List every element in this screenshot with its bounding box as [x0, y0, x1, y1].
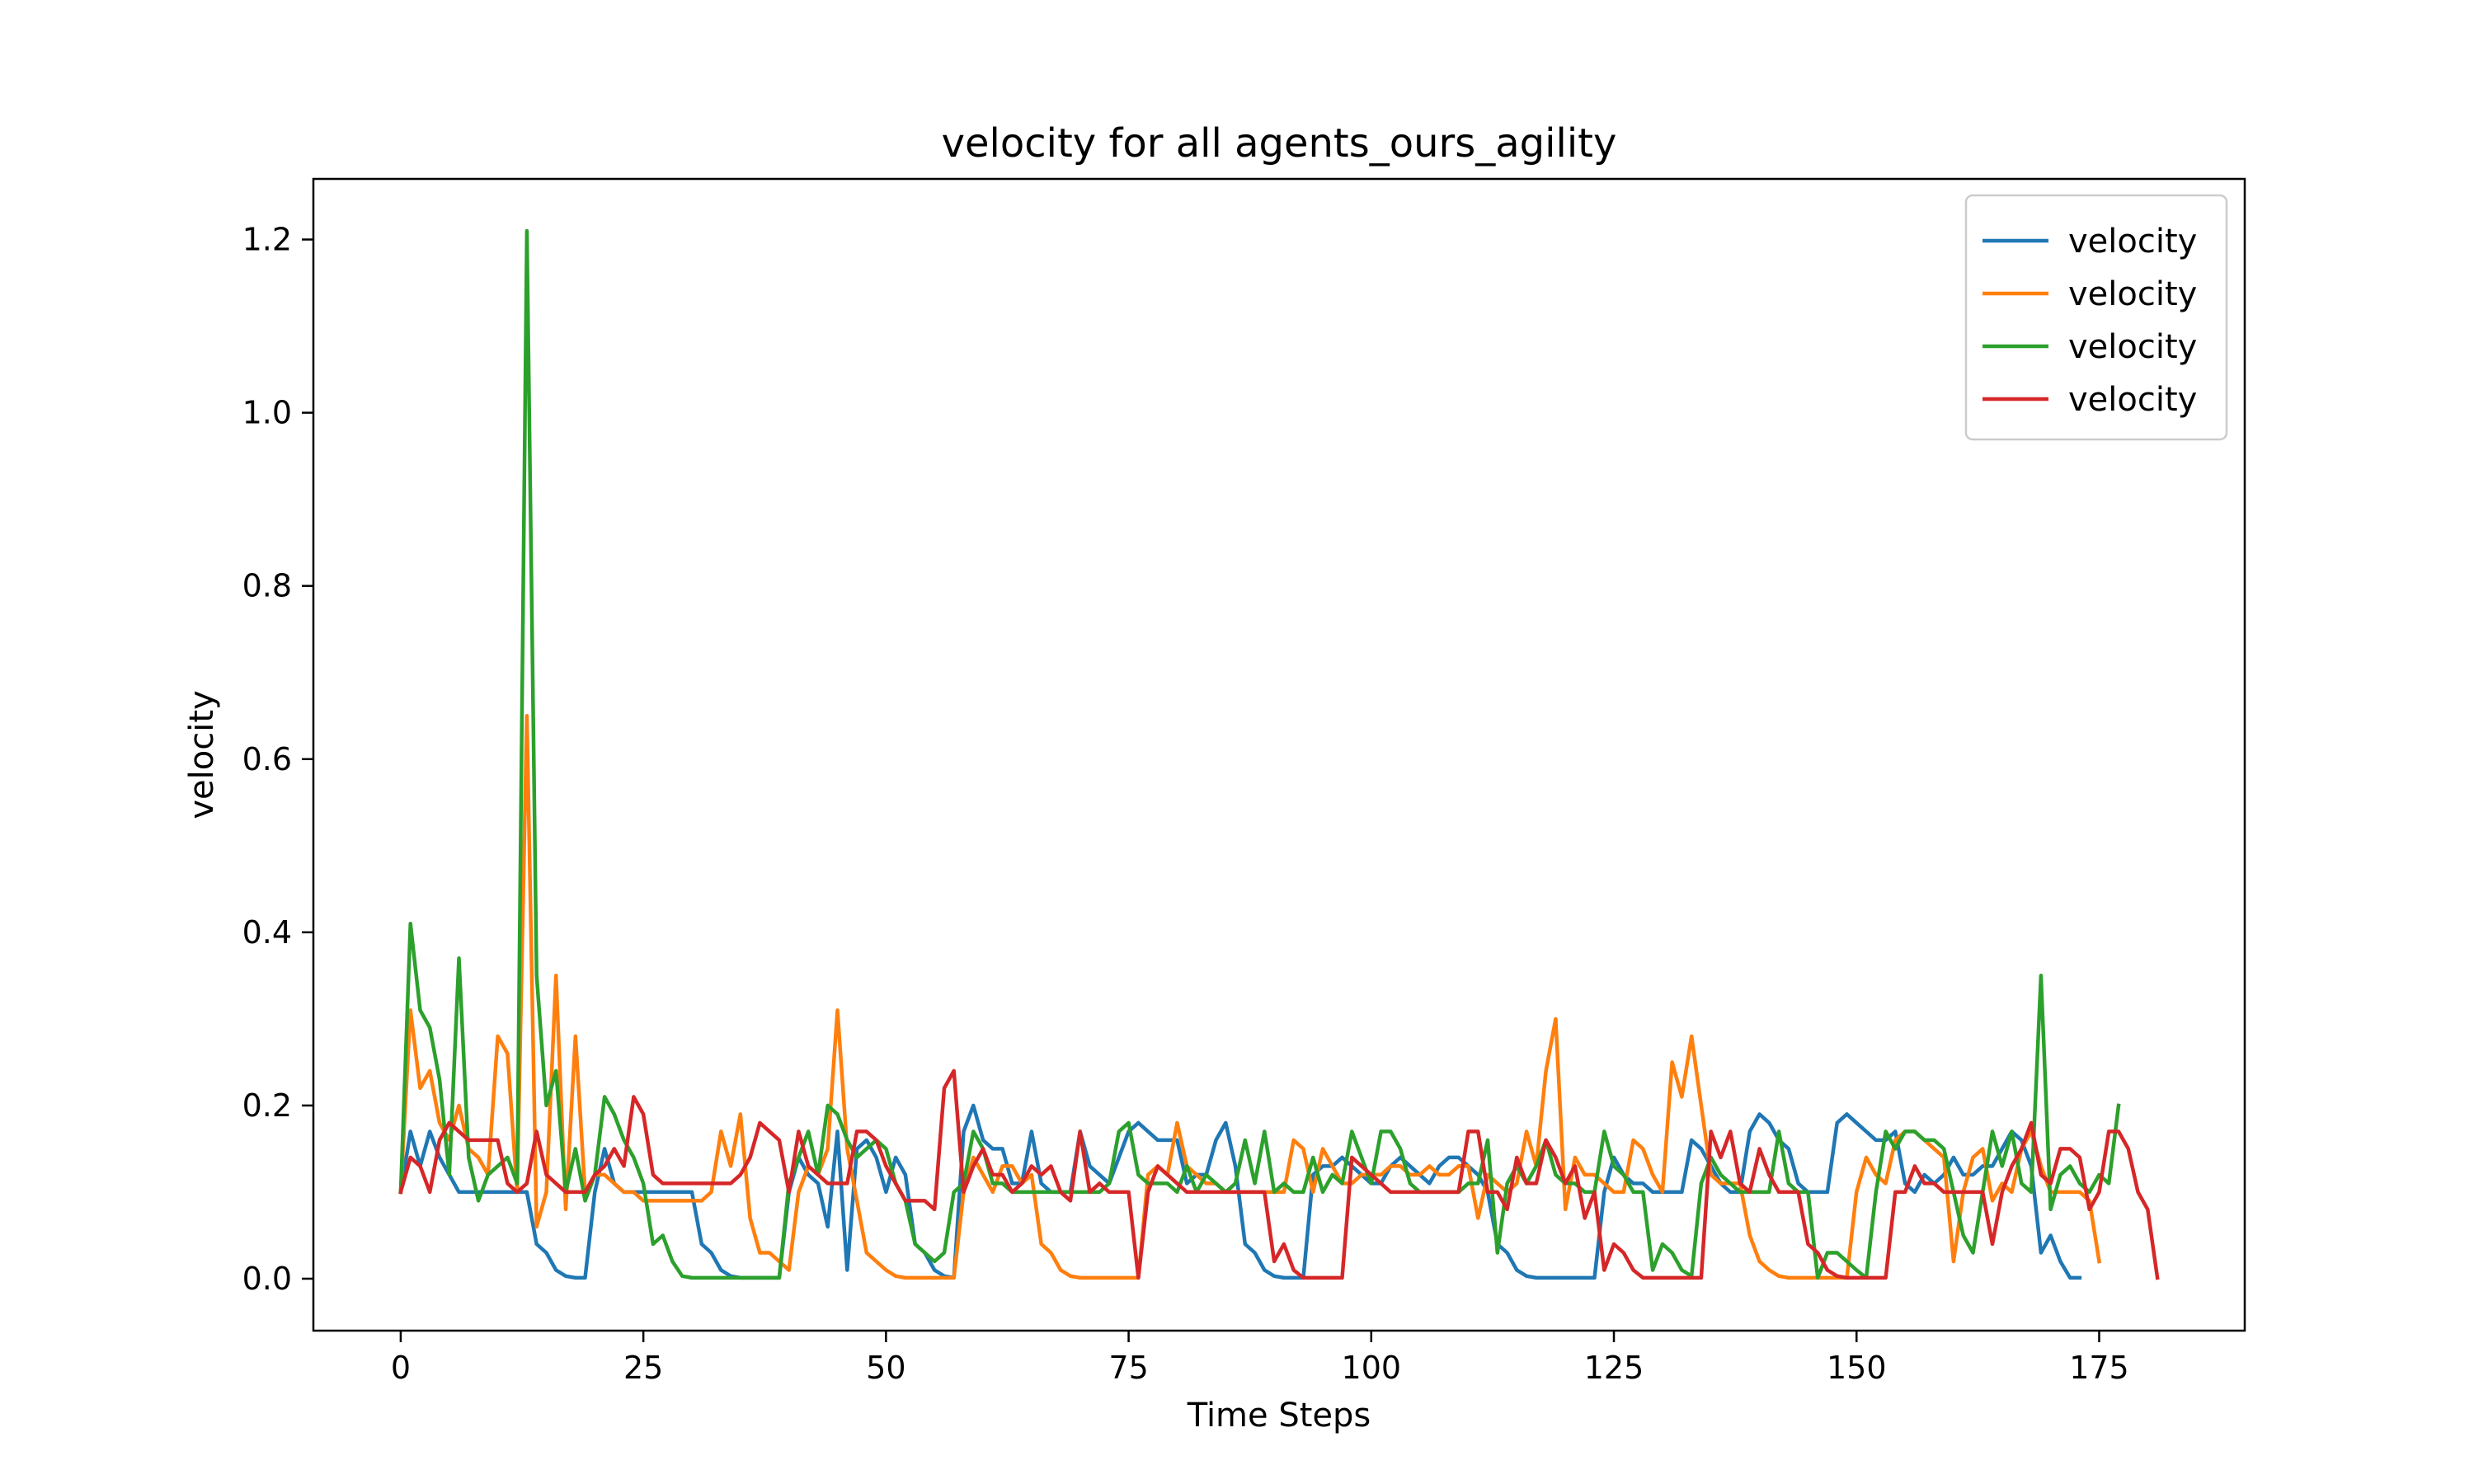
- y-tick-label: 0.4: [242, 914, 292, 951]
- legend-entry-label: velocity: [2068, 328, 2197, 366]
- legend: velocity velocity velocity velocity: [1964, 194, 2228, 441]
- y-axis-label: velocity: [183, 690, 221, 819]
- x-axis: 0 25 50 75 100 125 150 175: [391, 1331, 2129, 1386]
- x-tick-label: 175: [2069, 1350, 2129, 1386]
- y-tick-label: 0.6: [242, 741, 292, 777]
- x-tick-label: 150: [1827, 1350, 1887, 1386]
- y-tick-label: 1.0: [242, 395, 292, 431]
- series-line-1: [398, 1103, 2082, 1280]
- y-tick-label: 1.2: [242, 222, 292, 258]
- legend-entry-label: velocity: [2068, 275, 2197, 313]
- x-axis-label: Time Steps: [1187, 1397, 1371, 1435]
- plot-area-frame: [312, 177, 2246, 1332]
- legend-entry-label: velocity: [2068, 381, 2197, 419]
- x-tick-label: 125: [1584, 1350, 1644, 1386]
- legend-entry-label: velocity: [2068, 223, 2197, 261]
- x-tick-label: 25: [623, 1350, 663, 1386]
- x-tick-label: 50: [866, 1350, 905, 1386]
- y-axis: 0.0 0.2 0.4 0.6 0.8 1.0 1.2: [242, 222, 313, 1297]
- x-tick-label: 100: [1342, 1350, 1402, 1386]
- chart-title: velocity for all agents_ours_agility: [942, 120, 1617, 167]
- x-tick-label: 0: [391, 1350, 411, 1386]
- y-tick-label: 0.8: [242, 568, 292, 604]
- x-tick-label: 75: [1108, 1350, 1148, 1386]
- series-line-4: [398, 1068, 2160, 1280]
- series-line-3: [398, 228, 2121, 1280]
- legend-box: [1964, 194, 2228, 441]
- y-tick-label: 0.0: [242, 1261, 292, 1297]
- y-tick-label: 0.2: [242, 1087, 292, 1124]
- series-group: [398, 228, 2160, 1280]
